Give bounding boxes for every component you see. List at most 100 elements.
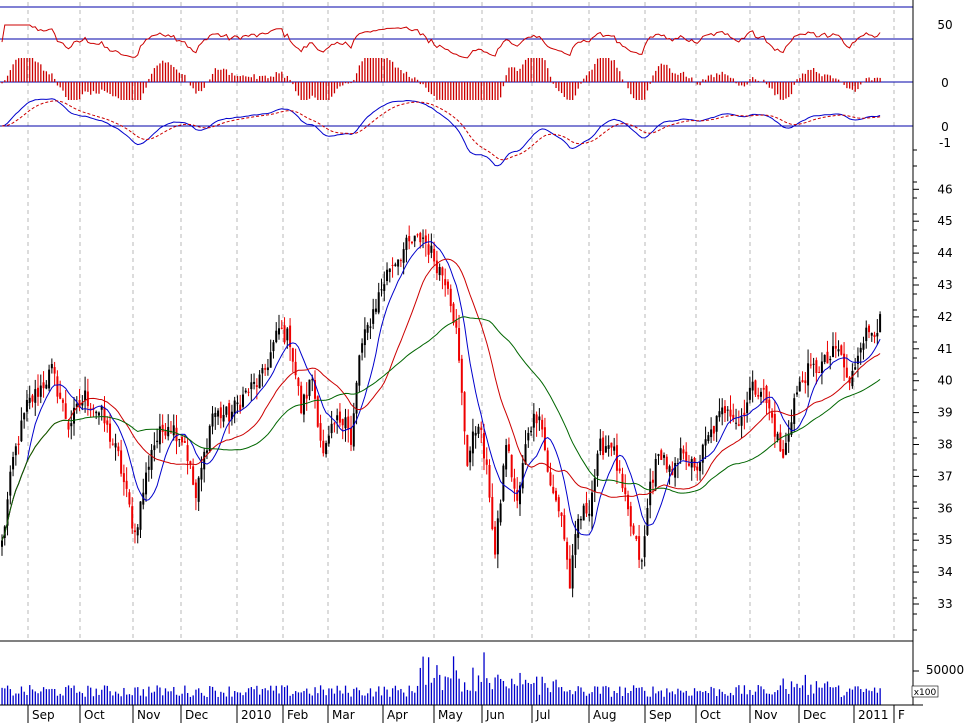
price-bar-body (435, 260, 438, 274)
price-bar-body (302, 394, 305, 415)
histogram-bar (613, 60, 615, 82)
volume-bar (605, 685, 607, 705)
histogram-bar (87, 82, 89, 92)
volume-bar (54, 688, 56, 705)
price-bar-body (42, 382, 45, 389)
ma-mid-line (1, 258, 881, 541)
ma-short-line (1, 241, 881, 541)
volume-bar (475, 691, 477, 705)
histogram-bar (577, 82, 579, 89)
price-bar-body (618, 468, 621, 471)
volume-bar (555, 679, 557, 705)
histogram-bar (458, 82, 460, 100)
volume-bar (763, 689, 765, 705)
histogram-bar (826, 74, 829, 82)
histogram-bar (511, 67, 513, 82)
price-bar-body (524, 444, 527, 465)
price-bar-body (9, 471, 12, 496)
volume-bar (87, 685, 89, 705)
histogram-bar (56, 82, 59, 86)
histogram-bar (436, 82, 438, 100)
volume-bar (455, 670, 457, 705)
price-bar-body (740, 416, 743, 426)
volume-bar (378, 686, 380, 705)
histogram-bar (849, 82, 851, 89)
histogram-bar (137, 82, 139, 100)
volume-bar (724, 694, 726, 705)
histogram-bar (9, 70, 12, 82)
price-bar-body (217, 410, 220, 417)
volume-bar (189, 696, 192, 705)
histogram-bar (527, 58, 529, 82)
price-tick-label: 39 (937, 406, 952, 420)
volume-bar (450, 678, 452, 705)
histogram-bar (796, 79, 798, 82)
volume-bar (461, 691, 463, 705)
volume-bar (103, 685, 106, 705)
histogram-bar (685, 76, 687, 82)
volume-bar (173, 686, 175, 705)
price-bar-body (145, 472, 148, 495)
volume-bar (577, 686, 579, 705)
volume-bar (81, 693, 84, 705)
histogram-bar (555, 82, 557, 89)
price-bar-body (133, 530, 136, 533)
price-bar-body (314, 380, 317, 399)
price-bar-body (363, 329, 366, 346)
price-bar-body (194, 482, 197, 498)
price-bar-body (591, 492, 594, 517)
price-bar-body (596, 453, 599, 476)
price-bar-body (120, 450, 123, 474)
price-bar-body (746, 402, 749, 414)
price-bar-body (258, 374, 261, 389)
price-bar-body (45, 384, 48, 389)
price-bar-body (97, 412, 100, 416)
price-bar-body (482, 433, 485, 459)
price-bar-body (441, 267, 444, 276)
price-bar-body (305, 394, 308, 399)
volume-unit-label: x100 (914, 688, 937, 698)
price-bar-body (95, 411, 98, 414)
histogram-bar (317, 82, 319, 100)
macd-tick-label: 0 (941, 120, 949, 134)
price-bar-body (535, 414, 538, 424)
volume-bar (325, 695, 327, 705)
histogram-bar (383, 58, 385, 82)
histogram-bar (375, 58, 377, 82)
price-bar-body (521, 463, 524, 489)
volume-bar (15, 693, 17, 705)
volume-bar (746, 694, 748, 705)
volume-bar (153, 691, 156, 705)
histogram-bar (164, 62, 167, 82)
volume-bar (170, 691, 172, 705)
price-bar-body (546, 450, 549, 472)
price-bar-body (266, 367, 269, 371)
histogram-bar (524, 59, 527, 82)
histogram-bar (283, 77, 286, 82)
volume-bar (569, 689, 571, 705)
price-bar-body (829, 358, 832, 361)
histogram-bar (48, 74, 50, 82)
histogram-bar (469, 82, 471, 100)
histogram-bar (657, 66, 660, 82)
histogram-bar (278, 73, 280, 82)
volume-bar (270, 685, 272, 705)
histogram-bar (873, 77, 876, 82)
price-bar-body (84, 390, 87, 401)
histogram-bar (209, 79, 211, 82)
volume-bar (37, 693, 39, 705)
price-bar-body (200, 467, 203, 480)
price-bar-body (809, 364, 812, 366)
volume-bar (383, 686, 385, 705)
price-bar-body (147, 466, 150, 470)
volume-bar (710, 686, 712, 705)
volume-bar (106, 685, 108, 705)
histogram-bar (145, 82, 147, 88)
histogram-bar (295, 82, 297, 92)
price-bar-body (629, 506, 632, 527)
volume-bar (760, 686, 762, 705)
histogram-bar (231, 72, 233, 82)
price-bar-body (555, 490, 557, 501)
histogram-bar (167, 62, 169, 82)
volume-bar (732, 695, 734, 705)
